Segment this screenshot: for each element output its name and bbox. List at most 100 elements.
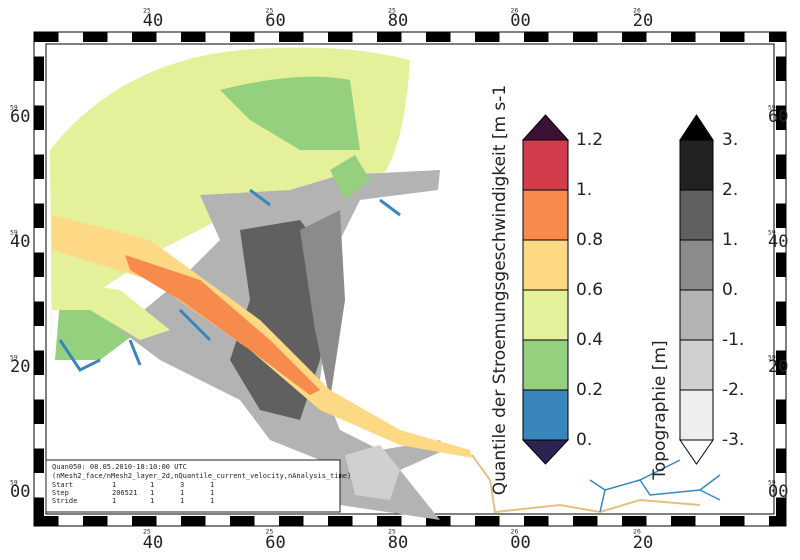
frame-block — [377, 516, 402, 526]
frame-block — [776, 497, 786, 522]
info-frame — [45, 459, 341, 513]
frame-block — [132, 516, 157, 526]
frame-block — [524, 516, 549, 526]
river-tributaries — [589, 459, 721, 513]
frame-block — [720, 516, 745, 526]
info-cell: 1 — [112, 481, 116, 489]
colorbar-label: 2. — [722, 180, 738, 200]
info-cell: 1 — [150, 481, 154, 489]
bay — [345, 445, 400, 500]
frame-block — [34, 448, 44, 473]
info-cell: 1 — [150, 489, 154, 497]
colorbar-label: -3. — [722, 430, 744, 450]
frame-block — [769, 32, 786, 42]
colorbar-segment — [679, 339, 714, 391]
frame-block — [230, 516, 255, 526]
coord-major: 40 — [10, 232, 30, 252]
colorbar-cap — [521, 439, 570, 465]
frame-block — [230, 32, 255, 42]
colorbar-label: 0. — [722, 280, 738, 300]
coord-major: 00 — [10, 482, 30, 502]
colorbar-segment — [679, 139, 714, 191]
info-cell: 1 — [180, 489, 184, 497]
info-cell: 206521 — [112, 489, 137, 497]
info-subtitle: (nMesh2_face/nMesh2_layer_2d,nQuantile_c… — [52, 472, 351, 480]
coord-minor: 59 — [768, 480, 776, 487]
colorbar-cap — [679, 439, 714, 465]
coord-major: 60 — [265, 11, 285, 31]
frame-block — [573, 32, 598, 42]
colorbar-segment — [522, 139, 569, 191]
coord-major: 20 — [768, 357, 788, 377]
frame-block — [622, 32, 647, 42]
frame-block — [132, 32, 157, 42]
colorbar-segment — [679, 189, 714, 241]
colorbar-segment — [522, 289, 569, 341]
frame-block — [34, 203, 44, 228]
shore-detail — [58, 188, 401, 372]
coord-major: 40 — [768, 232, 788, 252]
colorbar-label: 0.6 — [576, 280, 603, 300]
coord-minor: 59 — [10, 105, 18, 112]
coord-minor: 26 — [511, 8, 519, 15]
colorbar-segment — [679, 239, 714, 291]
channel-side — [52, 280, 170, 340]
frame-block — [776, 399, 786, 424]
coord-minor: 59 — [10, 480, 18, 487]
frame-block — [181, 32, 206, 42]
frame-block — [776, 203, 786, 228]
colorbar-label: -2. — [722, 380, 744, 400]
frame-block — [524, 32, 549, 42]
coord-major: 60 — [265, 533, 285, 553]
info-cell: 1 — [210, 497, 214, 505]
topography-legend: Topographie [m] 3. 2. 1. 0. -1. -2. -3. — [650, 114, 744, 481]
frame-block — [34, 497, 44, 522]
colorbar-segment — [522, 389, 569, 441]
coord-minor: 59 — [10, 230, 18, 237]
frame-block — [328, 516, 353, 526]
coord-major: 80 — [388, 11, 408, 31]
coord-major: 80 — [388, 533, 408, 553]
frame-block — [671, 516, 696, 526]
frame-block — [776, 56, 786, 81]
frame-block — [34, 399, 44, 424]
frame-block — [776, 448, 786, 473]
coord-minor: 25 — [143, 529, 151, 536]
colorbar-segment — [522, 339, 569, 391]
frame-block — [475, 32, 500, 42]
coord-minor: 26 — [633, 529, 641, 536]
colorbar-segment — [522, 239, 569, 291]
frame-block — [34, 301, 44, 326]
frame-block — [622, 516, 647, 526]
frame-block — [776, 154, 786, 179]
colorbar-label: 1. — [722, 230, 738, 250]
frame-block — [83, 32, 108, 42]
coord-major: 40 — [143, 533, 163, 553]
coord-minor: 59 — [10, 355, 18, 362]
coord-major: 00 — [510, 533, 530, 553]
frame-block — [34, 56, 44, 81]
coord-minor: 59 — [768, 105, 776, 112]
coord-major: 20 — [10, 357, 30, 377]
frame-block — [279, 32, 304, 42]
colorbar-segment — [679, 289, 714, 341]
info-cell: 1 — [210, 481, 214, 489]
coord-minor: 25 — [388, 8, 396, 15]
coord-major: 20 — [633, 533, 653, 553]
info-cell: 1 — [150, 497, 154, 505]
frame-block — [34, 350, 44, 375]
frame-block — [181, 516, 206, 526]
coord-minor: 25 — [388, 529, 396, 536]
frame-block — [426, 516, 451, 526]
info-cell: Stride — [52, 497, 77, 505]
frame-block — [328, 32, 353, 42]
frame-block — [776, 105, 786, 130]
legend-title: Quantile der Stroemungsgeschwindigkeit [… — [490, 85, 510, 495]
frame-block — [720, 32, 745, 42]
coord-major: 00 — [510, 11, 530, 31]
colorbar-label: 0.8 — [576, 230, 603, 250]
frame-block — [83, 516, 108, 526]
colorbar-label: 1. — [576, 180, 592, 200]
legend-title: Topographie [m] — [650, 340, 670, 480]
